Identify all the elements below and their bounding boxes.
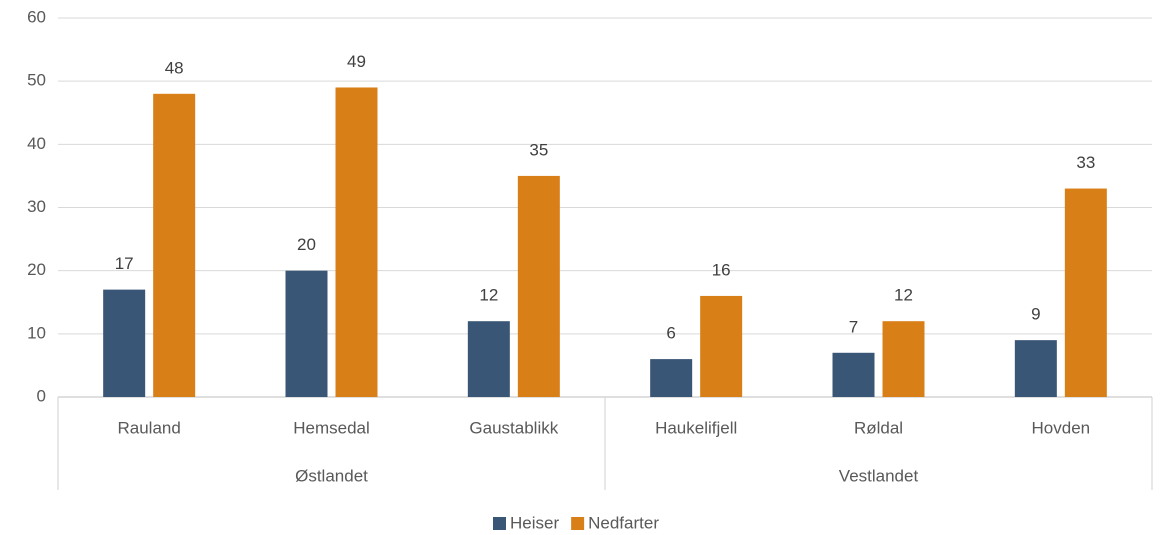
data-label: 6	[666, 324, 675, 343]
x-tick-label: Rauland	[118, 418, 181, 437]
y-tick-label: 40	[27, 134, 46, 153]
x-tick-label: Hemsedal	[293, 418, 370, 437]
bar	[335, 87, 378, 397]
x-tick-label: Røldal	[854, 418, 903, 437]
bar	[1064, 188, 1107, 397]
group-label: Østlandet	[295, 466, 368, 485]
data-label: 9	[1031, 305, 1040, 324]
data-label: 17	[115, 254, 134, 273]
y-tick-label: 30	[27, 197, 46, 216]
data-label: 48	[165, 58, 184, 77]
data-label: 49	[347, 52, 366, 71]
y-tick-label: 60	[27, 7, 46, 26]
x-tick-label: Haukelifjell	[655, 418, 737, 437]
y-tick-label: 0	[37, 386, 46, 405]
legend-label: Heiser	[510, 513, 559, 532]
data-label: 35	[529, 140, 548, 159]
bar	[285, 270, 328, 397]
data-label: 12	[894, 286, 913, 305]
x-tick-label: Gaustablikk	[469, 418, 558, 437]
bar	[517, 175, 560, 397]
bar	[700, 295, 743, 397]
data-label: 20	[297, 235, 316, 254]
legend-swatch	[571, 517, 585, 530]
bar	[650, 359, 693, 397]
legend-label: Nedfarter	[588, 513, 659, 532]
bar	[882, 321, 925, 397]
data-label: 7	[849, 317, 858, 336]
y-tick-label: 50	[27, 71, 46, 90]
y-tick-label: 20	[27, 260, 46, 279]
group-label: Vestlandet	[839, 466, 919, 485]
data-label: 16	[712, 260, 731, 279]
data-label: 33	[1076, 153, 1095, 172]
bar	[153, 93, 196, 398]
x-tick-label: Hovden	[1032, 418, 1091, 437]
bar	[103, 289, 146, 397]
bar	[467, 321, 510, 397]
y-tick-label: 10	[27, 323, 46, 342]
bar	[1014, 340, 1057, 397]
bar	[832, 352, 875, 397]
legend-swatch	[493, 517, 506, 530]
data-label: 12	[479, 286, 498, 305]
